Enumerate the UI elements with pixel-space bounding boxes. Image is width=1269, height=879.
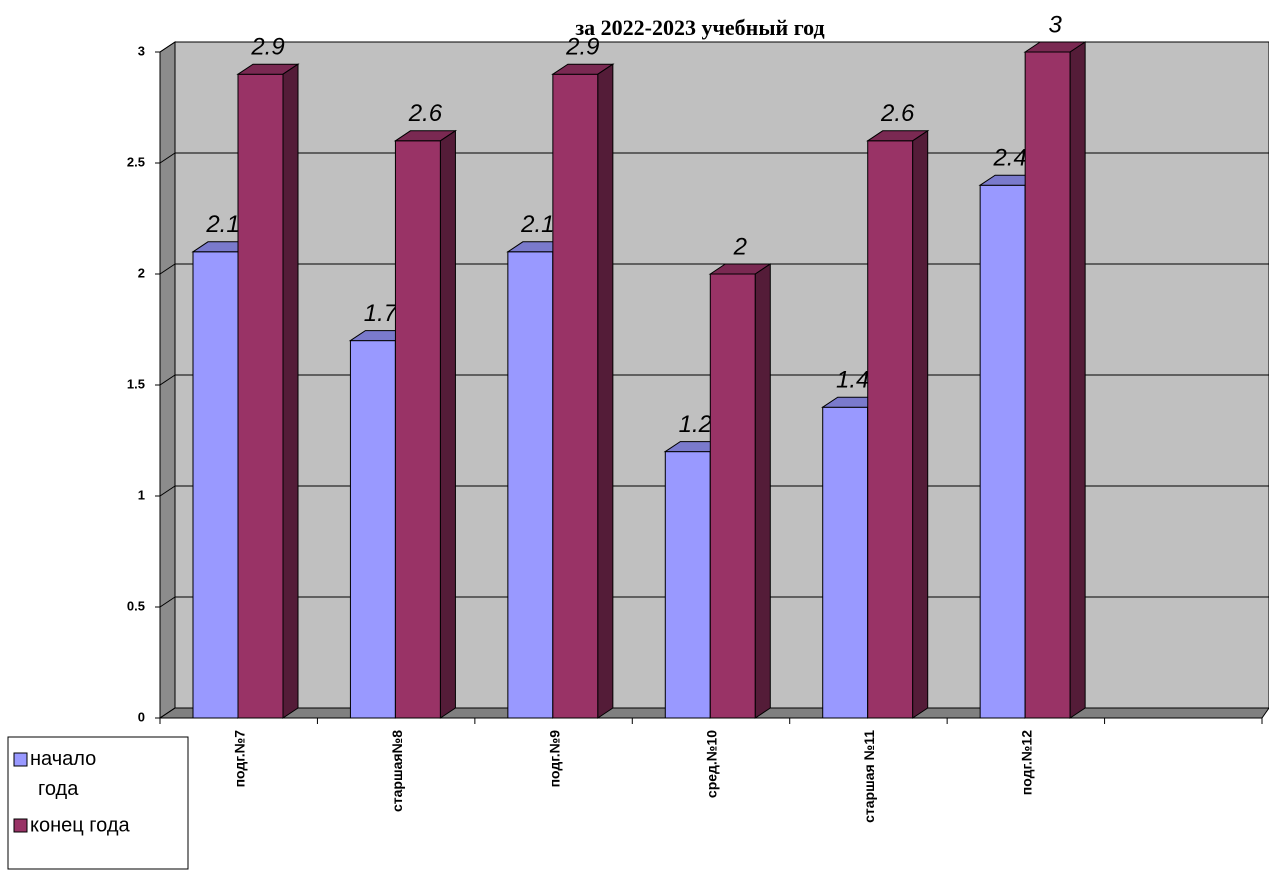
bar xyxy=(393,129,458,719)
y-tick-label: 0.5 xyxy=(127,598,145,613)
value-label: 3 xyxy=(1048,11,1062,38)
value-label: 1.2 xyxy=(679,411,712,438)
value-label: 2 xyxy=(733,233,747,260)
bar-front xyxy=(709,273,756,719)
grid-line xyxy=(159,152,176,164)
x-tick-label: подг.№9 xyxy=(546,730,562,788)
bar-side xyxy=(597,63,614,719)
grid-line xyxy=(159,485,176,497)
value-label: 2.9 xyxy=(250,34,284,61)
bar-front xyxy=(979,184,1026,719)
bar-side xyxy=(439,129,456,719)
grid-line xyxy=(159,374,176,386)
bar xyxy=(866,129,930,719)
value-label: 2.9 xyxy=(565,34,599,61)
bar-front xyxy=(867,140,914,719)
x-tick-label: старшая №11 xyxy=(861,730,877,823)
bar xyxy=(236,63,300,719)
y-tick-label: 0 xyxy=(138,709,145,724)
bar-front xyxy=(1024,51,1071,719)
x-tick-label: старшая№8 xyxy=(389,730,405,812)
bar-side xyxy=(912,129,929,719)
bar-front xyxy=(664,451,711,719)
bar xyxy=(708,263,772,719)
y-tick-label: 3 xyxy=(138,43,145,58)
x-tick-label: подг.№7 xyxy=(231,730,247,788)
bar-front xyxy=(507,251,554,719)
value-label: 2.6 xyxy=(880,100,915,127)
bar-side xyxy=(1069,41,1086,719)
grid-line xyxy=(159,41,176,53)
bar-front xyxy=(349,340,396,719)
x-tick-label: сред.№10 xyxy=(704,730,720,798)
grid-line xyxy=(159,263,176,275)
value-label: 2.1 xyxy=(205,211,239,238)
bar xyxy=(551,63,615,719)
x-tick-label: подг.№12 xyxy=(1019,730,1035,795)
bar-front xyxy=(822,406,869,719)
legend-swatch xyxy=(13,752,28,767)
value-label: 1.4 xyxy=(836,367,869,394)
legend-label: начало года xyxy=(30,748,96,800)
legend-label: конец года xyxy=(30,814,130,836)
value-label: 2.6 xyxy=(408,100,443,127)
bar-front xyxy=(552,73,599,719)
legend-swatch xyxy=(13,818,28,833)
bar-front xyxy=(237,73,284,719)
grid-line xyxy=(159,707,176,719)
legend-box xyxy=(7,736,189,870)
bar-side xyxy=(754,263,771,719)
y-tick-label: 2.5 xyxy=(127,154,145,169)
value-label: 1.7 xyxy=(364,300,399,327)
legend: начало года конец года xyxy=(7,736,189,870)
value-label: 2.1 xyxy=(520,211,554,238)
grid-line xyxy=(159,596,176,608)
bar-front xyxy=(192,251,239,719)
y-tick-label: 2 xyxy=(138,265,145,280)
y-tick-label: 1 xyxy=(138,487,145,502)
bar xyxy=(1023,41,1087,719)
y-tick-label: 1.5 xyxy=(127,376,145,391)
chart-title: за 2022-2023 учебный год xyxy=(575,15,824,40)
bar-side xyxy=(282,63,299,719)
value-label: 2.4 xyxy=(992,145,1026,172)
bar-front xyxy=(394,140,441,719)
